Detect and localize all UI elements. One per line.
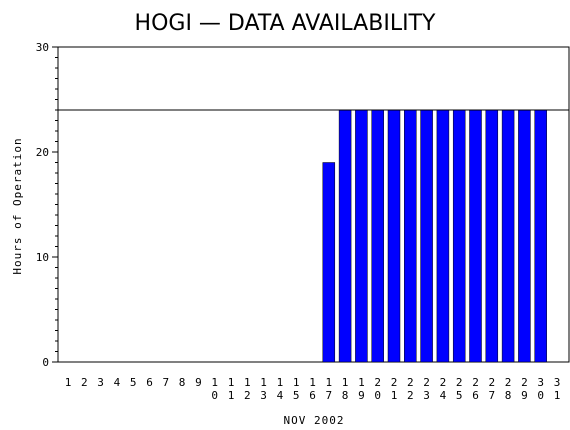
bar-day-19	[355, 109, 368, 363]
x-axis: 1 2 3 4 5 6 7 8 9 1 01 11 21 31 41 51 61 71 81 92 02 12 22 32 42…	[65, 376, 561, 402]
bar-day-27	[485, 109, 499, 363]
bar-day-30	[534, 109, 547, 363]
x-tick-label: 9	[195, 376, 202, 389]
x-tick-label: 3	[97, 376, 104, 389]
x-tick-label: 1	[65, 376, 72, 389]
bar-day-25	[452, 109, 466, 363]
x-tick-label: 8	[179, 376, 186, 389]
y-tick-label: 0	[42, 356, 49, 369]
y-tick-label: 20	[36, 146, 49, 159]
bar-day-21	[387, 109, 401, 363]
x-axis-label: NOV 2002	[284, 414, 345, 427]
bar-day-23	[420, 109, 433, 363]
bar-day-20	[371, 109, 384, 363]
plot-area	[57, 46, 570, 363]
chart-title: HOGI — DATA AVAILABILITY	[135, 11, 436, 36]
bar-day-26	[469, 109, 482, 363]
y-tick-label: 30	[36, 41, 49, 54]
y-tick-label: 10	[36, 251, 49, 264]
bar-day-18	[338, 109, 352, 363]
bar-day-24	[436, 109, 450, 363]
bar-day-22	[404, 109, 417, 363]
x-tick-label: 5	[130, 376, 137, 389]
x-tick-label: 6	[146, 376, 153, 389]
bar-day-29	[518, 109, 531, 363]
x-tick-label: 7	[162, 376, 169, 389]
bar-day-17	[322, 162, 336, 363]
x-tick-label: 2	[81, 376, 88, 389]
x-tick-label: 4	[114, 376, 121, 389]
y-axis: 0 10 20 30	[36, 41, 58, 369]
y-axis-label: Hours of Operation	[11, 137, 24, 274]
bar-day-28	[501, 109, 515, 363]
